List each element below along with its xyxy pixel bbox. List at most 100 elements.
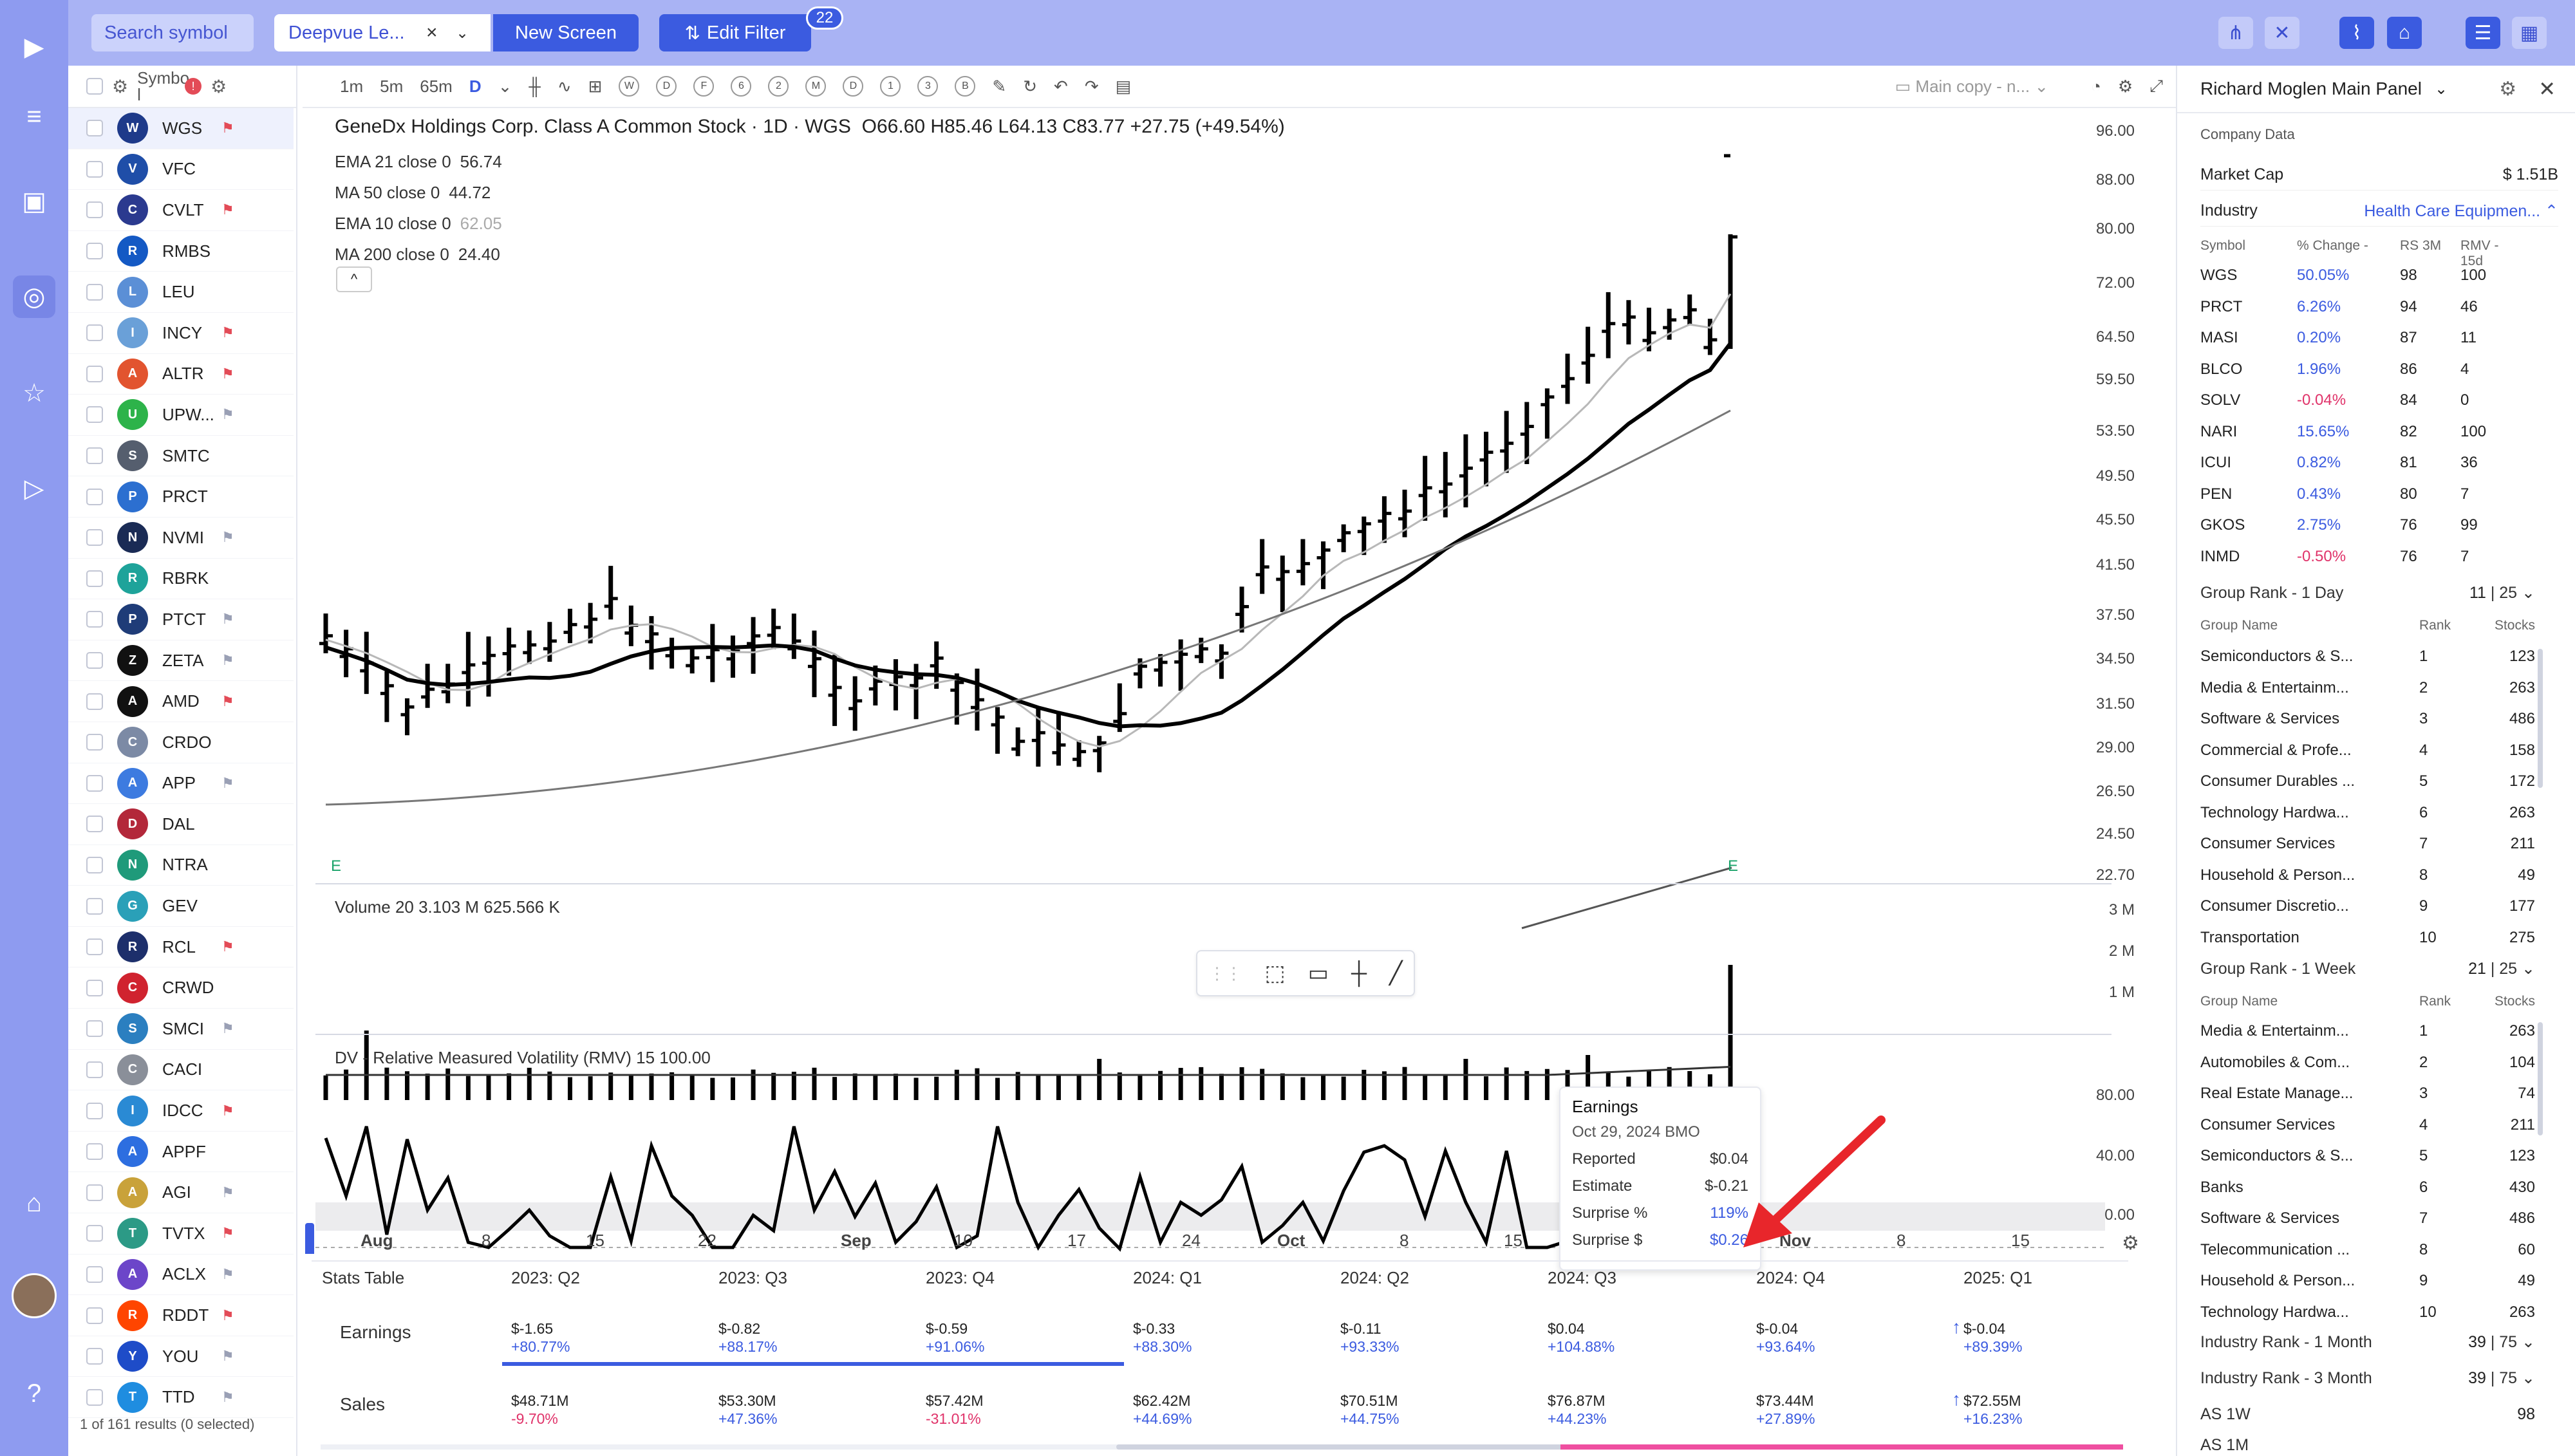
tools-icon[interactable]: ⌂ — [2387, 17, 2422, 49]
fullscreen-icon[interactable]: ⤢ — [2149, 76, 2163, 95]
peer-row[interactable]: BLCO 1.96% 86 4 — [2200, 360, 2469, 378]
interval-1m[interactable]: 1m — [340, 76, 364, 96]
watchlist-row[interactable]: A ACLX ⚑ — [68, 1255, 294, 1296]
range-d2[interactable]: D — [843, 76, 864, 97]
study-ema10[interactable]: EMA 10 close 0 62.05 — [335, 214, 502, 233]
row-checkbox[interactable] — [86, 283, 103, 301]
interval-65m[interactable]: 65m — [420, 76, 453, 96]
close-panel-icon[interactable]: ✕ — [2538, 77, 2556, 100]
range-f[interactable]: F — [693, 76, 715, 97]
range-1[interactable]: 1 — [880, 76, 901, 97]
new-screen-button[interactable]: New Screen — [493, 14, 639, 51]
draw-icon[interactable]: ✎ — [992, 76, 1007, 96]
pane-divider[interactable] — [315, 1034, 2112, 1035]
layout-selector[interactable]: ▭ Main copy - n... ⌄ — [1895, 76, 2049, 96]
range-w[interactable]: W — [619, 76, 640, 97]
watchlist-row[interactable]: U UPW... ⚑ — [68, 395, 294, 436]
peer-row[interactable]: WGS 50.05% 98 100 — [2200, 266, 2487, 284]
row-checkbox[interactable] — [86, 1265, 103, 1283]
range-b[interactable]: B — [955, 76, 976, 97]
row-checkbox[interactable] — [86, 406, 103, 424]
peer-row[interactable]: GKOS 2.75% 76 99 — [2200, 516, 2478, 534]
watchlist-row[interactable]: G GEV — [68, 886, 294, 927]
watchlist-row[interactable]: A AGI ⚑ — [68, 1172, 294, 1214]
row-checkbox[interactable] — [86, 243, 103, 260]
row-checkbox[interactable] — [86, 324, 103, 342]
collapse-studies-button[interactable]: ^ — [336, 266, 372, 292]
line-tool-icon[interactable]: ╱ — [1389, 961, 1403, 985]
row-checkbox[interactable] — [86, 1102, 103, 1119]
interval-dropdown-icon[interactable]: ⌄ — [498, 76, 512, 96]
education-icon[interactable]: ⌂ — [26, 1188, 42, 1217]
peer-row[interactable]: MASI 0.20% 87 11 — [2200, 329, 2477, 346]
video-icon[interactable]: ▷ — [24, 474, 44, 503]
row-checkbox[interactable] — [86, 1020, 103, 1038]
flag-icon[interactable]: ⚑ — [221, 652, 234, 669]
group-row[interactable]: Commercial & Profe... 4 158 — [2200, 741, 2535, 759]
row-checkbox[interactable] — [86, 816, 103, 833]
watchlist-row[interactable]: A APP ⚑ — [68, 763, 294, 805]
watchlist-row[interactable]: I IDCC ⚑ — [68, 1090, 294, 1132]
row-checkbox[interactable] — [86, 529, 103, 546]
watchlist-row[interactable]: C CRWD — [68, 967, 294, 1009]
logo-icon[interactable]: ▶ — [24, 33, 44, 61]
study-ma200[interactable]: MA 200 close 0 24.40 — [335, 245, 500, 264]
pane-expand-handle[interactable] — [305, 1223, 314, 1254]
chart-view-icon[interactable]: ⌇ — [2339, 17, 2374, 49]
group-row[interactable]: Technology Hardwa... 6 263 — [2200, 803, 2535, 821]
flag-icon[interactable]: ⚑ — [221, 1102, 234, 1119]
interval-5m[interactable]: 5m — [380, 76, 404, 96]
peer-row[interactable]: PEN 0.43% 80 7 — [2200, 485, 2469, 503]
range-d[interactable]: D — [656, 76, 677, 97]
time-axis-settings-icon[interactable]: ⚙ — [2122, 1233, 2139, 1254]
watchlist-row[interactable]: S SMTC — [68, 436, 294, 477]
row-checkbox[interactable] — [86, 120, 103, 137]
row-checkbox[interactable] — [86, 652, 103, 669]
flag-icon[interactable]: ⚑ — [221, 120, 234, 136]
edit-filter-button[interactable]: ⇅ Edit Filter — [659, 14, 811, 51]
chevron-down-icon[interactable]: ⌄ — [456, 24, 469, 42]
flag-icon[interactable]: ⚑ — [221, 406, 234, 423]
row-checkbox[interactable] — [86, 365, 103, 382]
layouts-icon[interactable]: ⊞ — [588, 76, 603, 96]
group-row[interactable]: Consumer Services 4 211 — [2200, 1115, 2535, 1134]
row-checkbox[interactable] — [86, 897, 103, 915]
watchlist-row[interactable]: A APPF — [68, 1132, 294, 1173]
group-rank-1d-header[interactable]: Group Rank - 1 Day 11 | 25 ⌄ — [2200, 583, 2535, 602]
calendar-icon[interactable]: ▤ — [1115, 76, 1132, 96]
row-checkbox[interactable] — [86, 570, 103, 587]
group-row[interactable]: Technology Hardwa... 10 263 — [2200, 1303, 2535, 1321]
panel-title[interactable]: Richard Moglen Main Panel — [2200, 79, 2422, 98]
range-3[interactable]: 3 — [917, 76, 939, 97]
study-ma50[interactable]: MA 50 close 0 44.72 — [335, 183, 491, 202]
group-rank-1w-header[interactable]: Group Rank - 1 Week 21 | 25 ⌄ — [2200, 959, 2535, 978]
screen-selector[interactable]: Deepvue Le... × ⌄ — [274, 14, 491, 51]
row-checkbox[interactable] — [86, 201, 103, 219]
group-row[interactable]: Software & Services 3 486 — [2200, 710, 2535, 727]
grid-view-icon[interactable]: ▦ — [2512, 17, 2547, 49]
row-checkbox[interactable] — [86, 979, 103, 996]
peer-row[interactable]: NARI 15.65% 82 100 — [2200, 422, 2487, 440]
share-icon[interactable]: ⋔ — [2218, 17, 2253, 49]
undo-icon[interactable]: ↶ — [1054, 76, 1068, 96]
watchlist-row[interactable]: R RBRK — [68, 559, 294, 600]
group-rank-scrollbar[interactable] — [2538, 1022, 2543, 1135]
list-view-icon[interactable]: ☰ — [2466, 17, 2500, 49]
watchlist-row[interactable]: N NVMI ⚑ — [68, 518, 294, 559]
group-row[interactable]: Telecommunication ... 8 60 — [2200, 1240, 2535, 1258]
group-row[interactable]: Transportation 10 275 — [2200, 928, 2535, 946]
row-checkbox[interactable] — [86, 1184, 103, 1201]
group-row[interactable]: Automobiles & Com... 2 104 — [2200, 1053, 2535, 1071]
flag-icon[interactable]: ⚑ — [221, 365, 234, 382]
row-checkbox[interactable] — [86, 774, 103, 792]
group-row[interactable]: Software & Services 7 486 — [2200, 1209, 2535, 1227]
row-checkbox[interactable] — [86, 1388, 103, 1406]
panel-settings-icon[interactable]: ⚙ — [2499, 78, 2517, 100]
watchlist-row[interactable]: W WGS ⚑ — [68, 108, 294, 149]
row-checkbox[interactable] — [86, 488, 103, 505]
peer-row[interactable]: PRCT 6.26% 94 46 — [2200, 297, 2478, 315]
row-checkbox[interactable] — [86, 1225, 103, 1242]
peer-row[interactable]: SOLV -0.04% 84 0 — [2200, 391, 2469, 409]
group-row[interactable]: Banks 6 430 — [2200, 1178, 2535, 1196]
watchlist-row[interactable]: S SMCI ⚑ — [68, 1009, 294, 1050]
